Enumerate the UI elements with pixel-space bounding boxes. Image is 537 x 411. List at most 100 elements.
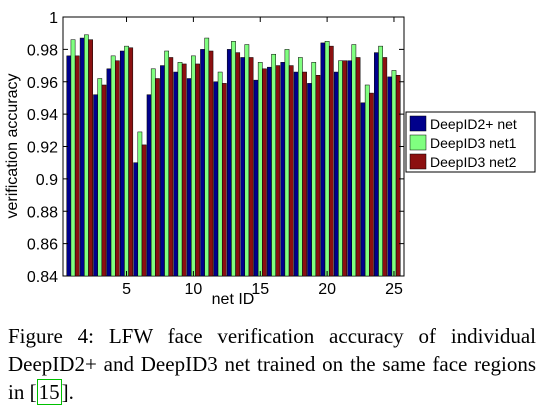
- bar-deepid3-net1-21: [338, 60, 343, 277]
- bar-deepid3-net1-6: [137, 131, 143, 277]
- bar-deepid2plus-net-11: [200, 49, 205, 277]
- bar-deepid3-net1-8: [164, 50, 169, 277]
- bar-deepid2plus-net-6: [133, 162, 139, 277]
- bar-deepid2plus-net-8: [160, 65, 165, 277]
- bar-deepid3-net1-3: [97, 78, 103, 277]
- bars: [66, 34, 401, 277]
- bar-deepid3-net1-20: [324, 41, 330, 277]
- bar-deepid3-net1-24: [378, 45, 383, 277]
- bar-deepid3-net1-15: [257, 62, 263, 277]
- bar-deepid3-net2-4: [114, 60, 120, 277]
- bar-deepid3-net2-8: [168, 57, 174, 277]
- bar-deepid3-net1-16: [271, 53, 276, 277]
- bar-deepid3-net2-15: [262, 68, 267, 277]
- x-axis-label: net ID: [212, 291, 255, 308]
- caption-end: .: [68, 380, 74, 404]
- legend-swatch: [409, 115, 427, 132]
- bar-deepid3-net1-4: [110, 55, 116, 277]
- y-tick-label: 0.94: [27, 107, 58, 124]
- bar-deepid3-net2-17: [288, 65, 294, 277]
- bar-deepid3-net2-13: [235, 52, 241, 277]
- bar-deepid3-net2-24: [382, 57, 388, 277]
- bar-deepid2plus-net-24: [374, 52, 379, 277]
- bar-deepid2plus-net-16: [267, 66, 272, 277]
- bar-deepid3-net1-19: [311, 62, 317, 277]
- bar-deepid2plus-net-7: [146, 94, 152, 277]
- bar-deepid3-net1-13: [231, 41, 236, 277]
- bar-deepid3-net1-1: [70, 39, 76, 277]
- bar-deepid3-net2-19: [315, 75, 321, 277]
- legend-label: DeepID2+ net: [430, 116, 517, 132]
- y-ticks: 0.84 0.86 0.88 0.9 0.92 0.94 0.96 0.98 1: [27, 10, 404, 286]
- bar-deepid2plus-net-19: [307, 83, 312, 277]
- legend-box: [405, 111, 536, 173]
- y-tick-label: 0.98: [27, 42, 58, 59]
- y-tick-label: 0.88: [27, 204, 58, 221]
- bar-deepid2plus-net-2: [79, 37, 85, 277]
- y-tick-label: 0.9: [36, 172, 58, 189]
- bar-deepid2plus-net-22: [347, 60, 353, 277]
- bar-deepid3-net2-20: [328, 45, 334, 277]
- bar-deepid3-net2-1: [74, 55, 80, 277]
- y-tick-label: 1: [49, 10, 58, 27]
- bar-deepid2plus-net-18: [293, 71, 299, 277]
- bar-deepid3-net2-10: [195, 63, 200, 277]
- bar-deepid3-net2-7: [155, 78, 160, 277]
- x-tick-label: 10: [184, 281, 202, 298]
- legend-label: DeepID3 net2: [430, 154, 517, 170]
- bar-deepid3-net2-12: [221, 83, 227, 277]
- bar-deepid3-net1-5: [124, 45, 129, 277]
- figure-caption: Figure 4: LFW face verification accuracy…: [8, 324, 536, 405]
- bar-deepid2plus-net-5: [119, 50, 125, 277]
- legend: DeepID2+ net DeepID3 net1 DeepID3 net2: [405, 111, 536, 173]
- x-ticks: 5 10 15 20 25: [122, 17, 403, 298]
- bar-deepid2plus-net-13: [226, 49, 232, 277]
- reference-link[interactable]: 15: [36, 379, 62, 405]
- y-axis-label: verification accuracy: [4, 74, 21, 219]
- bar-deepid3-net1-2: [84, 34, 89, 277]
- bar-deepid2plus-net-10: [186, 78, 192, 277]
- caption-text: Figure 4: LFW face verification accuracy…: [8, 324, 536, 404]
- legend-label: DeepID3 net1: [430, 135, 517, 151]
- y-tick-label: 0.84: [27, 269, 58, 286]
- bar-deepid3-net1-14: [244, 44, 250, 277]
- bar-deepid2plus-net-25: [387, 76, 393, 277]
- bar-deepid3-net2-2: [88, 39, 93, 277]
- bar-deepid3-net1-23: [364, 84, 370, 277]
- bar-deepid3-net2-23: [369, 92, 374, 277]
- legend-swatch: [409, 134, 427, 151]
- bar-deepid3-net1-22: [351, 44, 357, 277]
- bar-deepid2plus-net-15: [253, 79, 259, 277]
- bar-deepid2plus-net-12: [213, 81, 219, 277]
- bar-deepid2plus-net-3: [93, 94, 98, 277]
- y-tick-label: 0.92: [27, 140, 58, 157]
- y-tick-label: 0.96: [27, 75, 58, 92]
- bar-deepid3-net2-25: [395, 75, 401, 277]
- bar-deepid3-net2-22: [355, 57, 361, 277]
- bar-deepid2plus-net-17: [280, 62, 286, 277]
- bar-deepid3-net1-25: [391, 70, 397, 277]
- bar-deepid3-net1-18: [298, 57, 303, 277]
- bar-deepid3-net1-9: [177, 62, 183, 277]
- bar-deepid3-net2-18: [302, 71, 307, 277]
- bar-deepid3-net2-5: [128, 47, 134, 277]
- bar-deepid3-net2-9: [181, 63, 187, 277]
- x-tick-label: 5: [122, 281, 131, 298]
- bar-deepid3-net2-6: [141, 144, 147, 277]
- bar-deepid3-net1-12: [217, 71, 223, 277]
- chart: 0.84 0.86 0.88 0.9 0.92 0.94 0.96 0.98 1 5 10 15 20…: [4, 10, 536, 308]
- bar-deepid3-net1-10: [191, 55, 196, 277]
- bar-deepid2plus-net-14: [240, 57, 246, 277]
- bar-deepid2plus-net-9: [173, 71, 179, 277]
- bar-deepid3-net2-21: [342, 60, 348, 277]
- bar-deepid3-net1-17: [284, 49, 290, 277]
- x-tick-label: 15: [251, 281, 269, 298]
- bar-deepid3-net2-16: [275, 65, 281, 277]
- bar-deepid2plus-net-1: [66, 55, 72, 277]
- legend-swatch: [409, 153, 427, 170]
- bar-deepid2plus-net-21: [333, 71, 339, 277]
- bar-deepid2plus-net-4: [106, 68, 112, 277]
- bar-deepid2plus-net-23: [360, 102, 366, 277]
- x-tick-label: 25: [385, 281, 403, 298]
- y-tick-label: 0.86: [27, 237, 58, 254]
